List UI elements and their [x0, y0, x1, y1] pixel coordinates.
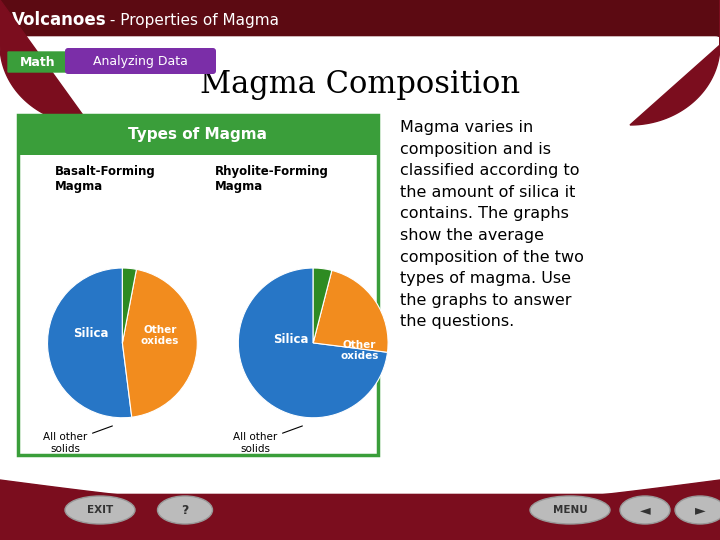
- Wedge shape: [122, 269, 197, 417]
- Text: Magma varies in
composition and is
classified according to
the amount of silica : Magma varies in composition and is class…: [400, 120, 584, 329]
- Ellipse shape: [158, 496, 212, 524]
- Text: Silica: Silica: [73, 327, 109, 340]
- Ellipse shape: [620, 496, 670, 524]
- Bar: [0, 0, 720, 40]
- Text: Math: Math: [20, 56, 56, 69]
- Text: MENU: MENU: [553, 505, 588, 515]
- Text: ?: ?: [181, 503, 189, 516]
- Wedge shape: [48, 268, 132, 418]
- Text: Other
oxides: Other oxides: [341, 340, 379, 361]
- Text: ►: ►: [695, 503, 706, 517]
- Text: Other
oxides: Other oxides: [140, 325, 179, 346]
- Text: - Properties of Magma: - Properties of Magma: [105, 12, 279, 28]
- Text: Analyzing Data: Analyzing Data: [93, 55, 187, 68]
- Ellipse shape: [530, 496, 610, 524]
- Text: Types of Magma: Types of Magma: [128, 127, 268, 143]
- Text: All other
solids: All other solids: [233, 426, 302, 454]
- Wedge shape: [122, 268, 136, 343]
- Wedge shape: [238, 268, 387, 418]
- Wedge shape: [313, 271, 388, 352]
- Text: Silica: Silica: [273, 333, 308, 346]
- Text: Basalt-Forming
Magma: Basalt-Forming Magma: [55, 165, 156, 193]
- Ellipse shape: [675, 496, 720, 524]
- Polygon shape: [0, 0, 90, 125]
- Text: Volcanoes: Volcanoes: [12, 11, 107, 29]
- FancyBboxPatch shape: [0, 37, 720, 493]
- Ellipse shape: [65, 496, 135, 524]
- Polygon shape: [8, 52, 75, 72]
- Text: Rhyolite-Forming
Magma: Rhyolite-Forming Magma: [215, 165, 329, 193]
- Text: All other
solids: All other solids: [43, 426, 112, 454]
- Polygon shape: [0, 480, 720, 540]
- FancyBboxPatch shape: [18, 115, 378, 455]
- Polygon shape: [630, 0, 720, 125]
- FancyBboxPatch shape: [65, 48, 216, 74]
- Wedge shape: [313, 268, 332, 343]
- Text: EXIT: EXIT: [87, 505, 113, 515]
- Text: Magma Composition: Magma Composition: [200, 70, 520, 100]
- Bar: [18, 115, 378, 155]
- Text: ◄: ◄: [639, 503, 650, 517]
